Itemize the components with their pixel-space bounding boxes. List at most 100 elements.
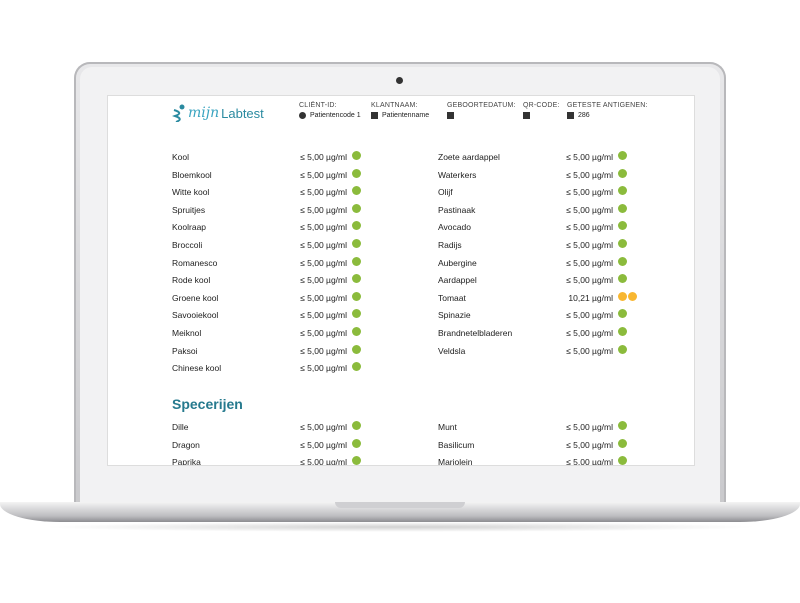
- severity-dot-icon: [352, 344, 361, 354]
- severity-dot-icon: [618, 151, 627, 160]
- header-field: GEBOORTEDATUM:: [447, 102, 516, 119]
- logo: mijn Labtest: [172, 104, 264, 122]
- calendar-icon: [447, 112, 454, 119]
- dna-logo-icon: [172, 104, 185, 122]
- severity-dot-icon: [618, 256, 627, 266]
- result-row: Aubergine ≤ 5,00 µg/ml: [438, 256, 627, 272]
- result-row: Broccoli ≤ 5,00 µg/ml: [172, 239, 361, 254]
- severity-dot-icon: [352, 421, 361, 430]
- severity-dot-icon: [352, 186, 361, 196]
- header-field-label: CLIËNT-ID:: [299, 102, 337, 109]
- antigen-value: ≤ 5,00 µg/ml: [566, 310, 613, 321]
- antigen-value: 10,21 µg/ml: [568, 292, 613, 303]
- antigen-name: Veldsla: [438, 345, 466, 356]
- antigen-value: ≤ 5,00 µg/ml: [566, 457, 613, 466]
- result-row: Avocado ≤ 5,00 µg/ml: [438, 221, 627, 236]
- severity-dot-icon: [352, 239, 361, 248]
- severity-dot-icon: [618, 421, 627, 430]
- antigen-name: Savooiekool: [172, 310, 219, 321]
- severity-dot-icon: [352, 456, 361, 465]
- severity-dot-icon: [352, 256, 361, 266]
- result-row: Olijf ≤ 5,00 µg/ml: [438, 186, 627, 201]
- severity-dot-icon: [618, 186, 627, 196]
- antigen-value: ≤ 5,00 µg/ml: [300, 222, 347, 233]
- header-field: GETESTE ANTIGENEN: 286: [567, 102, 648, 119]
- antigen-name: Aubergine: [438, 257, 477, 268]
- camera-icon: [396, 77, 403, 84]
- header-field: QR-CODE:: [523, 102, 560, 119]
- person-icon: [371, 112, 378, 119]
- screen: mijn Labtest CLIËNT-ID: Patientencode 1 KLA…: [107, 95, 695, 466]
- severity-dot-icon: [618, 309, 627, 319]
- header-field-label: QR-CODE:: [523, 102, 560, 109]
- antigen-value: ≤ 5,00 µg/ml: [566, 187, 613, 198]
- antigen-value: ≤ 5,00 µg/ml: [300, 152, 347, 162]
- severity-dot-icon: [618, 344, 627, 354]
- severity-dot-icon: [352, 291, 361, 301]
- result-row: Tomaat 10,21 µg/ml: [438, 291, 637, 307]
- severity-dot-icon: [352, 309, 361, 319]
- antigen-name: Paksoi: [172, 345, 198, 356]
- header-field-value: Patientencode 1: [310, 112, 361, 119]
- section-title-specerijen: Specerijen: [172, 396, 243, 412]
- result-row: Pastinaak ≤ 5,00 µg/ml: [438, 203, 627, 219]
- antigen-name: Zoete aardappel: [438, 152, 500, 162]
- severity-dot-icon: [628, 291, 637, 301]
- antigen-value: ≤ 5,00 µg/ml: [300, 169, 347, 180]
- antigen-value: ≤ 5,00 µg/ml: [566, 275, 613, 286]
- antigen-value: ≤ 5,00 µg/ml: [300, 204, 347, 215]
- severity-dot-icon: [618, 274, 627, 284]
- result-row: Chinese kool ≤ 5,00 µg/ml: [172, 362, 361, 377]
- antigen-value: ≤ 5,00 µg/ml: [300, 275, 347, 286]
- antigen-name: Basilicum: [438, 439, 475, 450]
- result-row: Veldsla ≤ 5,00 µg/ml: [438, 344, 627, 360]
- severity-dot-icon: [618, 456, 627, 465]
- header-field: CLIËNT-ID: Patientencode 1: [299, 102, 361, 119]
- antigen-name: Waterkers: [438, 169, 477, 180]
- result-row: Witte kool ≤ 5,00 µg/ml: [172, 186, 361, 201]
- result-row: Spinazie ≤ 5,00 µg/ml: [438, 309, 627, 324]
- antigen-value: ≤ 5,00 µg/ml: [566, 169, 613, 180]
- antigen-name: Brandnetelbladeren: [438, 328, 513, 338]
- result-row: Radijs ≤ 5,00 µg/ml: [438, 239, 627, 254]
- antigen-value: ≤ 5,00 µg/ml: [566, 439, 613, 450]
- result-row: Aardappel ≤ 5,00 µg/ml: [438, 274, 627, 289]
- antigen-value: ≤ 5,00 µg/ml: [566, 422, 613, 432]
- severity-dot-icon: [618, 327, 627, 336]
- antigen-value: ≤ 5,00 µg/ml: [566, 345, 613, 356]
- antigen-value: ≤ 5,00 µg/ml: [300, 257, 347, 268]
- antigen-name: Spruitjes: [172, 204, 206, 215]
- result-row: Dragon ≤ 5,00 µg/ml: [172, 438, 361, 454]
- antigen-name: Groene kool: [172, 292, 219, 303]
- severity-dot-icon: [352, 151, 361, 160]
- result-row: Rode kool ≤ 5,00 µg/ml: [172, 274, 361, 289]
- header-field-value: Patientenname: [382, 112, 430, 119]
- antigen-name: Witte kool: [172, 187, 210, 198]
- antigen-name: Radijs: [438, 240, 462, 250]
- antigen-value: ≤ 5,00 µg/ml: [566, 222, 613, 233]
- laptop-notch: [335, 502, 465, 508]
- antigen-name: Dille: [172, 422, 189, 432]
- antigen-value: ≤ 5,00 µg/ml: [300, 310, 347, 321]
- antigen-name: Tomaat: [438, 292, 466, 303]
- header-field-label: KLANTNAAM:: [371, 102, 418, 109]
- severity-dot-icon: [618, 168, 627, 178]
- antigen-value: ≤ 5,00 µg/ml: [300, 345, 347, 356]
- severity-dot-icon: [618, 438, 627, 448]
- severity-dot-icon: [618, 221, 627, 231]
- antigen-name: Pastinaak: [438, 204, 476, 215]
- antigen-name: Dragon: [172, 439, 200, 450]
- result-row: Bloemkool ≤ 5,00 µg/ml: [172, 168, 361, 184]
- severity-dot-icon: [352, 168, 361, 178]
- severity-dot-icon: [352, 274, 361, 284]
- result-row: Meiknol ≤ 5,00 µg/ml: [172, 327, 361, 342]
- result-row: Savooiekool ≤ 5,00 µg/ml: [172, 309, 361, 324]
- severity-dot-icon: [352, 203, 361, 213]
- antigen-name: Rode kool: [172, 275, 211, 286]
- severity-dot-icon: [618, 291, 627, 301]
- severity-dot-icon: [618, 239, 627, 248]
- result-row: Brandnetelbladeren ≤ 5,00 µg/ml: [438, 327, 627, 342]
- antigen-value: ≤ 5,00 µg/ml: [566, 257, 613, 268]
- antigen-name: Paprika: [172, 457, 201, 466]
- severity-dot-icon: [352, 221, 361, 231]
